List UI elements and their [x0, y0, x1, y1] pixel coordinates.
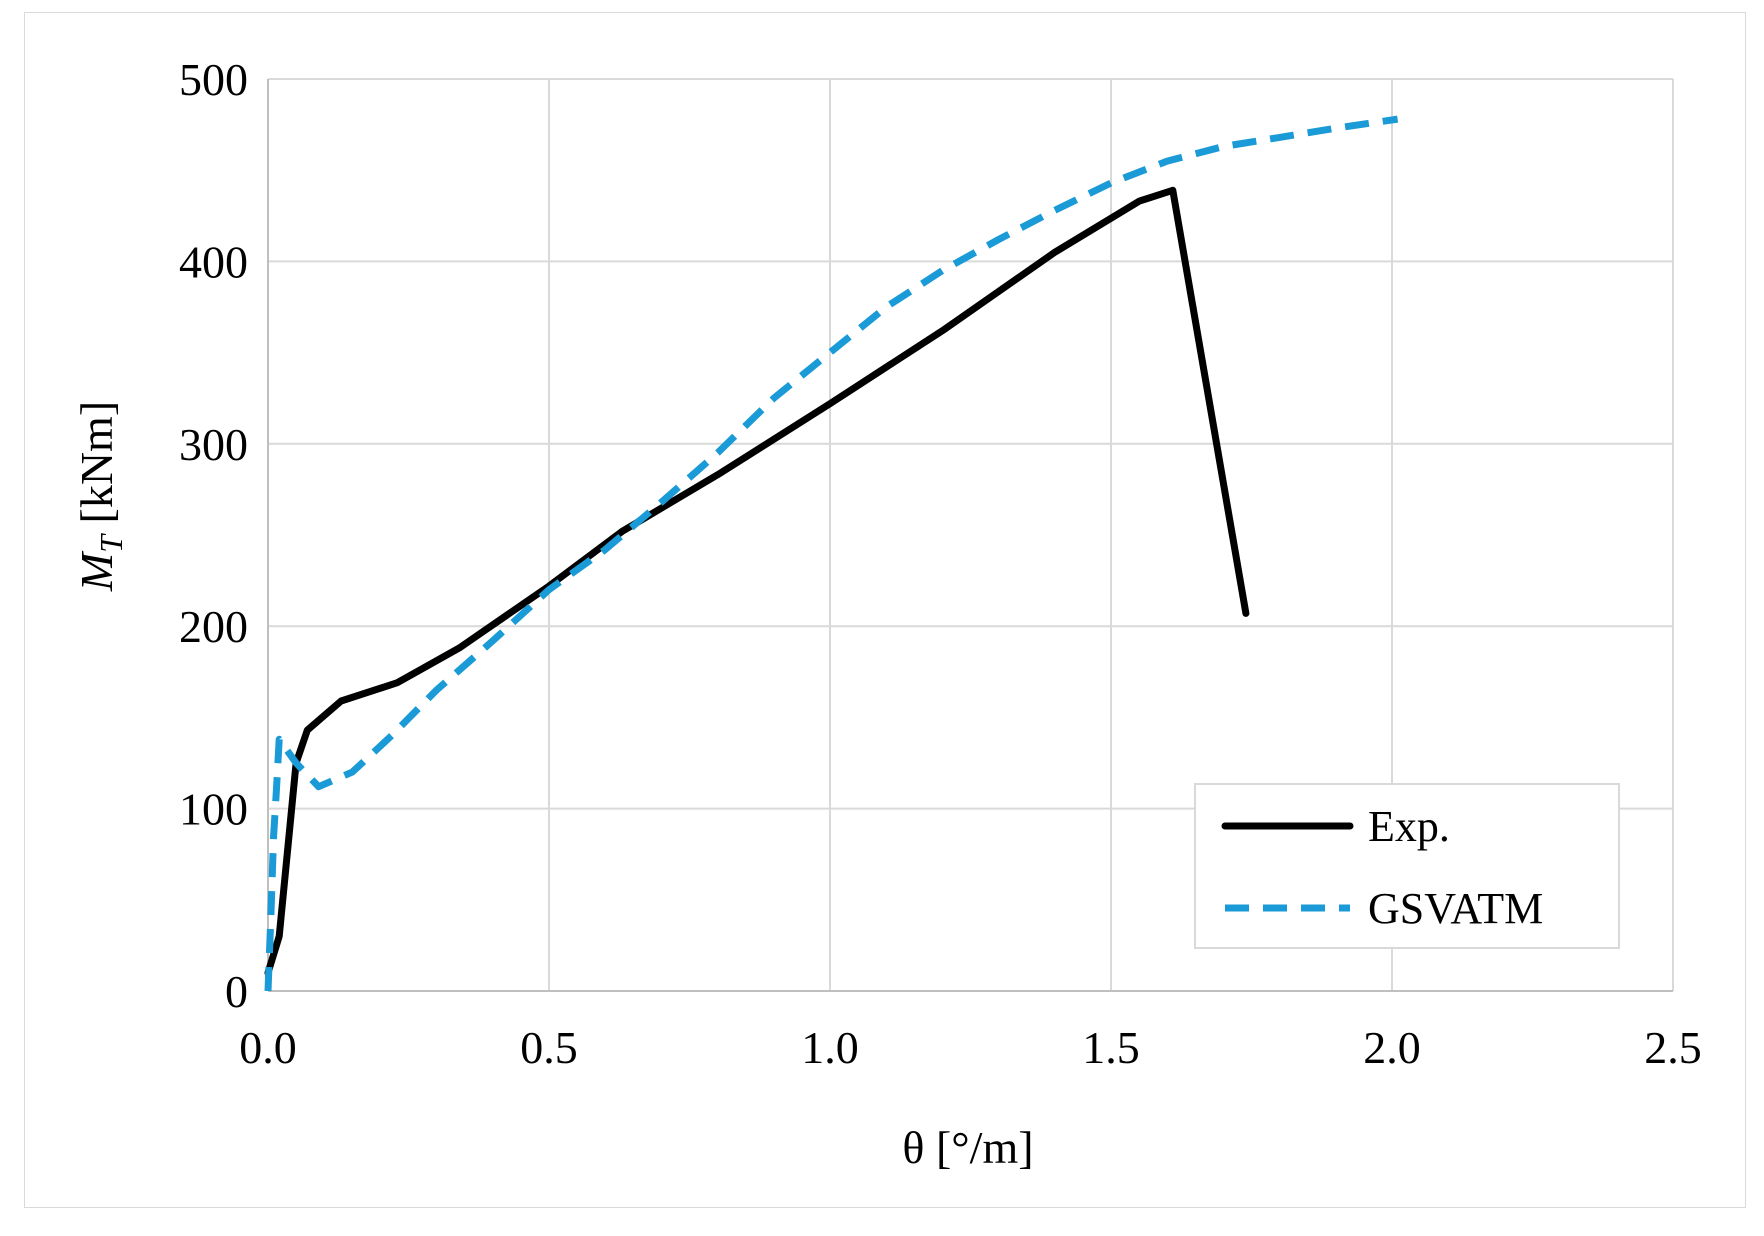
- y-tick-label: 100: [179, 784, 248, 835]
- legend-label-exp: Exp.: [1368, 802, 1450, 851]
- series-lines: [264, 115, 1399, 992]
- y-axis-title-symbol: M: [71, 550, 122, 592]
- series-line-gsvatm: [264, 115, 1399, 992]
- legend-box: [1194, 783, 1620, 949]
- axes: [267, 79, 1673, 992]
- chart-frame: [24, 12, 1746, 1208]
- x-tick-label: 1.5: [1082, 1022, 1140, 1073]
- x-tick-label: 2.0: [1363, 1022, 1421, 1073]
- y-tick-label: 500: [179, 54, 248, 105]
- series-line-exp: [264, 186, 1250, 977]
- y-tick-label: 200: [179, 601, 248, 652]
- x-tick-label: 0.0: [239, 1022, 297, 1073]
- y-axis-title-unit: [kNm]: [71, 401, 122, 535]
- x-tick-label: 0.5: [520, 1022, 578, 1073]
- y-tick-label: 300: [179, 419, 248, 470]
- x-tick-label: 2.5: [1644, 1022, 1702, 1073]
- x-tick-label: 1.0: [801, 1022, 859, 1073]
- x-axis-title: θ [°/m]: [902, 1122, 1033, 1173]
- y-tick-label: 400: [179, 236, 248, 287]
- y-tick-label: 0: [225, 966, 248, 1017]
- y-tick-labels: 0 100 200 300 400 500: [179, 54, 248, 1017]
- legend: Exp. GSVATM: [1194, 783, 1620, 949]
- y-axis-title: MT [kNm]: [71, 401, 129, 592]
- x-tick-labels: 0.0 0.5 1.0 1.5 2.0 2.5: [239, 1022, 1702, 1073]
- legend-label-gsvatm: GSVATM: [1368, 884, 1543, 933]
- y-axis-title-subscript: T: [93, 533, 129, 553]
